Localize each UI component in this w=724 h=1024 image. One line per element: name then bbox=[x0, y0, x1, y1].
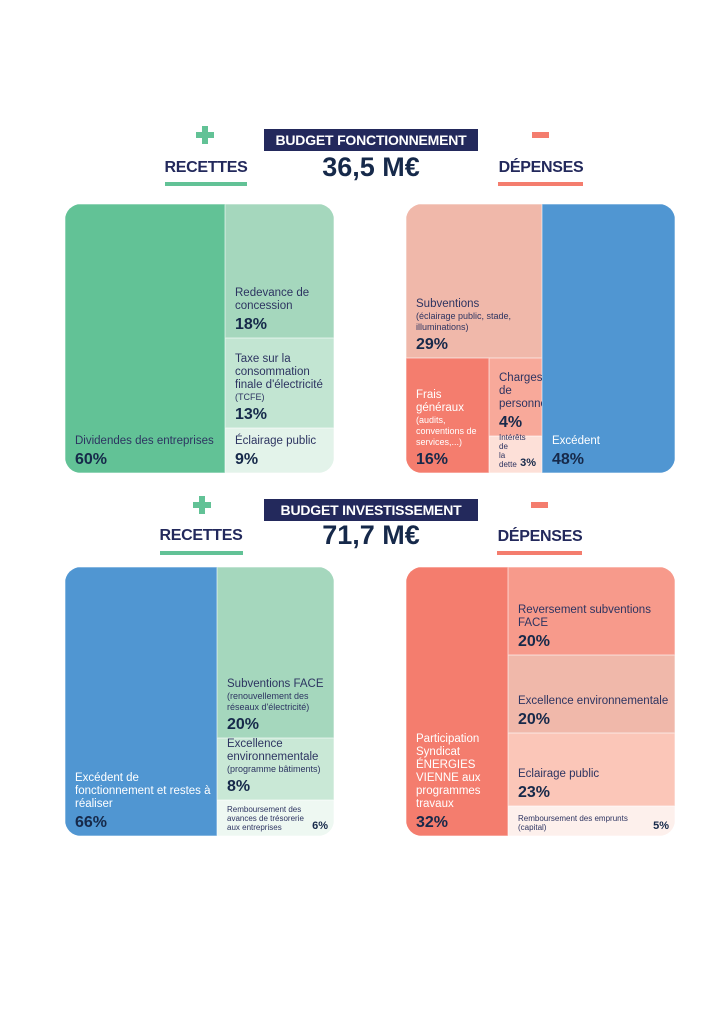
minus-icon bbox=[531, 502, 548, 508]
tile-label: Dividendes des entreprises bbox=[75, 435, 214, 447]
treemap-tile: Redevance de concession 18% bbox=[225, 204, 334, 338]
tile-percent: 3% bbox=[520, 457, 536, 469]
plus-icon bbox=[196, 126, 214, 144]
tile-percent: 9% bbox=[235, 451, 259, 468]
depenses-label: DÉPENSES bbox=[498, 159, 584, 176]
tile-percent: 20% bbox=[518, 711, 551, 728]
tile-percent: 20% bbox=[227, 716, 260, 733]
tile-label: Frais généraux bbox=[416, 389, 464, 414]
treemap-tile: Excédent de fonctionnement et restes à r… bbox=[65, 567, 217, 836]
tile-label: Intérêts de la dette bbox=[499, 433, 526, 469]
tile-label: Excellence environnementale bbox=[518, 695, 669, 707]
treemap-tile: Participation Syndicat ÉNERGIES VIENNE a… bbox=[406, 567, 508, 836]
tile-label: Remboursement des emprunts (capital) bbox=[518, 814, 628, 832]
tile-percent: 8% bbox=[227, 778, 251, 795]
tile-note: (éclairage public, stade, illuminations) bbox=[416, 311, 512, 332]
tile-note: (TCFE) bbox=[235, 392, 265, 402]
treemap-tile: Eclairage public 23% bbox=[508, 733, 675, 806]
tile-percent: 66% bbox=[75, 814, 108, 831]
tile-note: (renouvellement des réseaux d'électricit… bbox=[227, 691, 310, 712]
recettes-label: RECETTES bbox=[164, 159, 248, 176]
tile-label: Subventions bbox=[416, 298, 480, 310]
tile-label: Redevance de concession bbox=[235, 287, 310, 312]
tile-label: Taxe sur la consommation finale d'électr… bbox=[235, 353, 323, 391]
treemap-depenses-investissement: Participation Syndicat ÉNERGIES VIENNE a… bbox=[406, 567, 675, 836]
tile-percent: 23% bbox=[518, 784, 551, 801]
depenses-underline bbox=[497, 551, 582, 555]
tile-label: Charges de personnel bbox=[499, 372, 550, 410]
tile-percent: 18% bbox=[235, 316, 268, 333]
tile-label: Excédent bbox=[552, 435, 600, 447]
tile-label: Remboursement des avances de trésorerie … bbox=[227, 805, 304, 832]
tile-label: Excédent de fonctionnement et restes à r… bbox=[75, 772, 211, 810]
treemap-tile: Subventions (éclairage public, stade, ill… bbox=[406, 204, 542, 358]
plus-icon bbox=[193, 496, 211, 514]
tile-label: Éclairage public bbox=[235, 435, 317, 447]
budget-amount: 36,5 M€ bbox=[322, 152, 420, 182]
tile-percent: 13% bbox=[235, 406, 268, 423]
minus-icon bbox=[532, 132, 549, 138]
tile-label: Subventions FACE bbox=[227, 678, 324, 690]
tile-note: (audits, conventions de services,...) bbox=[416, 415, 477, 447]
tile-percent: 5% bbox=[653, 820, 669, 832]
section-title: BUDGET INVESTISSEMENT bbox=[264, 499, 478, 521]
treemap-tile: Remboursement des avances de trésorerie … bbox=[217, 800, 334, 836]
tile-label: Eclairage public bbox=[518, 768, 600, 780]
treemap-tile: Charges de personnel 4% bbox=[489, 358, 550, 436]
depenses-label: DÉPENSES bbox=[497, 528, 583, 545]
treemap-depenses-fonctionnement: Subventions (éclairage public, stade, ill… bbox=[406, 204, 675, 473]
treemap-tile: Frais généraux (audits, conventions de se… bbox=[406, 358, 489, 473]
treemap-tile: Remboursement des emprunts (capital) 5% bbox=[508, 806, 675, 836]
treemap-tile: Excellence environnementale (programme bâ… bbox=[217, 738, 334, 800]
treemap-tile: Reversement subventions FACE 20% bbox=[508, 567, 675, 655]
tile-percent: 6% bbox=[312, 820, 328, 832]
depenses-underline bbox=[498, 182, 583, 186]
treemap-recettes-investissement: Excédent de fonctionnement et restes à r… bbox=[65, 567, 334, 836]
tile-percent: 4% bbox=[499, 414, 523, 431]
section-title: BUDGET FONCTIONNEMENT bbox=[264, 129, 478, 151]
treemap-tile: Taxe sur la consommation finale d'électr… bbox=[225, 338, 334, 428]
tile-percent: 16% bbox=[416, 451, 449, 468]
tile-label: Reversement subventions FACE bbox=[518, 604, 651, 629]
recettes-label: RECETTES bbox=[159, 527, 243, 544]
tile-label: Participation Syndicat ÉNERGIES VIENNE a… bbox=[416, 733, 481, 810]
tile-percent: 20% bbox=[518, 633, 551, 650]
treemap-tile: Intérêts de la dette 3% bbox=[489, 433, 542, 473]
tile-label: Excellence environnementale bbox=[227, 738, 319, 763]
treemap-tile: Excellence environnementale 20% bbox=[508, 655, 675, 733]
recettes-underline bbox=[160, 551, 243, 555]
tile-percent: 60% bbox=[75, 451, 108, 468]
tile-percent: 29% bbox=[416, 336, 449, 353]
budget-amount: 71,7 M€ bbox=[322, 520, 420, 550]
treemap-recettes-fonctionnement: Dividendes des entreprises 60% Redevance d… bbox=[65, 204, 334, 473]
treemap-tile: Éclairage public 9% bbox=[225, 428, 334, 473]
treemap-tile: Dividendes des entreprises 60% bbox=[65, 204, 225, 473]
tile-percent: 48% bbox=[552, 451, 585, 468]
treemap-tile: Subventions FACE (renouvellement des rése… bbox=[217, 567, 334, 738]
treemap-tile: Excédent 48% bbox=[542, 204, 675, 473]
tile-note: (programme bâtiments) bbox=[227, 764, 321, 774]
tile-percent: 32% bbox=[416, 814, 449, 831]
recettes-underline bbox=[165, 182, 247, 186]
